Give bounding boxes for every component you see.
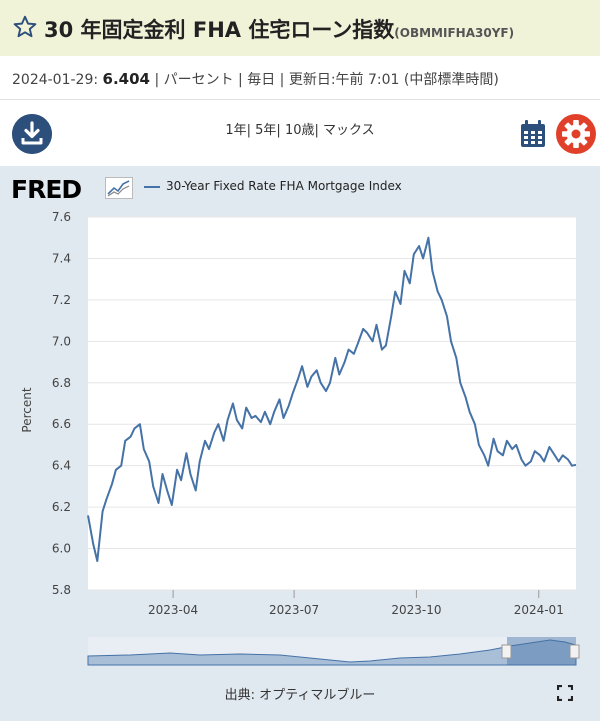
title-bar: 30 年固定金利 FHA 住宅ローン指数(OBMMIFHA30YF) xyxy=(0,0,600,56)
chart-panel: 5.8 6.0 6.2 6.4 6.6 6.8 7.0 7.2 7.4 7.6 2023-04 20… xyxy=(0,166,600,721)
observation-value: 6.404 xyxy=(102,70,150,88)
y-tick-label: 7.0 xyxy=(52,334,71,348)
y-tick-label: 6.6 xyxy=(52,417,71,431)
navigator-selection[interactable] xyxy=(507,637,576,665)
y-tick-label: 5.8 xyxy=(52,583,71,597)
source-note: 出典: オプティマルブルー xyxy=(224,688,376,703)
range-1y[interactable]: 1年 xyxy=(225,123,247,138)
y-tick-label: 6.8 xyxy=(52,376,71,390)
download-icon[interactable] xyxy=(12,114,52,154)
x-tick-label: 2024-01 xyxy=(514,603,564,617)
y-tick-label: 6.2 xyxy=(52,500,71,514)
y-tick-label: 7.4 xyxy=(52,251,71,265)
x-tick-label: 2023-10 xyxy=(391,603,441,617)
fred-logo: FRED xyxy=(11,175,82,204)
y-axis: 5.8 6.0 6.2 6.4 6.6 6.8 7.0 7.2 7.4 7.6 xyxy=(52,210,71,597)
star-icon[interactable] xyxy=(12,14,38,40)
chart-canvas: 5.86.06.26.46.66.87.07.27.47.6 2023-04 20… xyxy=(20,210,580,666)
navigator-handle-left[interactable] xyxy=(501,644,512,659)
range-separator: | xyxy=(246,123,251,138)
range-separator: | xyxy=(276,123,281,138)
gridlines xyxy=(88,216,576,591)
range-separator: | xyxy=(314,123,319,138)
info-bar: 2024-01-29: 6.404 | パーセント | 毎日 | 更新日:午前 … xyxy=(0,56,600,100)
range-max[interactable]: マックス xyxy=(323,123,375,138)
y-tick-label: 7.6 xyxy=(52,210,71,224)
observation-date: 2024-01-29: xyxy=(12,72,99,88)
plot-area xyxy=(88,217,576,590)
x-tick-label: 2023-07 xyxy=(269,603,319,617)
range-5y[interactable]: 5年 xyxy=(255,123,277,138)
series-id: (OBMMIFHA30YF) xyxy=(394,26,515,40)
calendar-icon[interactable] xyxy=(520,120,546,148)
fred-logo-graph-icon xyxy=(105,177,133,199)
gear-icon[interactable] xyxy=(556,114,596,154)
x-axis: 2023-04 2023-07 2023-10 2024-01 xyxy=(148,590,564,617)
page-title: 30 年固定金利 FHA 住宅ローン指数(OBMMIFHA30YF) xyxy=(44,14,514,44)
date-range-selector: 1年| 5年| 10歳| マックス xyxy=(0,119,600,138)
fullscreen-icon[interactable] xyxy=(557,685,573,701)
latest-observation: 2024-01-29: 6.404 | パーセント | 毎日 | 更新日:午前 … xyxy=(12,69,499,89)
y-tick-label: 6.4 xyxy=(52,459,71,473)
series-title: 30 年固定金利 FHA 住宅ローン指数 xyxy=(44,18,395,42)
chart-legend[interactable]: 30-Year Fixed Rate FHA Mortgage Index xyxy=(144,179,402,193)
x-tick-label: 2023-04 xyxy=(148,603,198,617)
legend-swatch xyxy=(144,185,160,188)
observation-meta: | パーセント | 毎日 | 更新日:午前 7:01 (中部標準時間) xyxy=(154,72,499,88)
y-tick-label: 6.0 xyxy=(52,542,71,556)
y-axis-label: Percent xyxy=(20,387,34,432)
navigator-handle-right[interactable] xyxy=(569,644,580,659)
navigator[interactable] xyxy=(87,637,580,666)
chart-toolbar: 1年| 5年| 10歳| マックス xyxy=(0,100,600,166)
y-tick-label: 7.2 xyxy=(52,293,71,307)
navigator-area xyxy=(87,639,577,666)
legend-label: 30-Year Fixed Rate FHA Mortgage Index xyxy=(166,179,402,193)
range-10y[interactable]: 10歳 xyxy=(284,123,315,138)
series-line xyxy=(87,236,577,562)
